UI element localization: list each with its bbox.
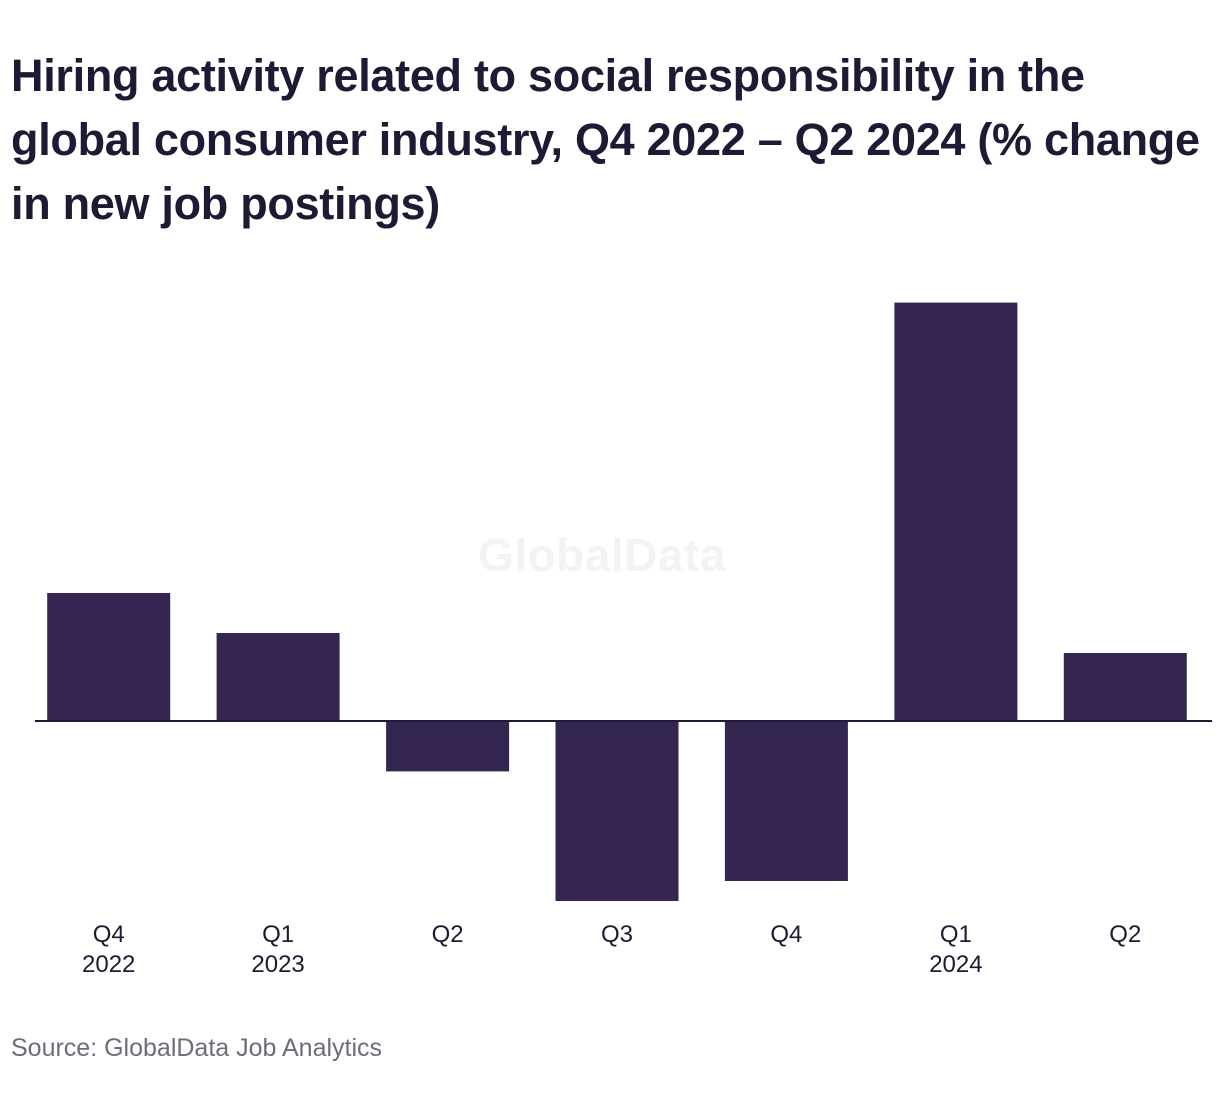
x-tick-label-quarter: Q2	[1109, 921, 1141, 948]
bar-0	[47, 593, 171, 721]
x-tick-label-quarter: Q1	[262, 921, 294, 948]
x-axis-labels: Q4 2022 Q1 2023 Q2 Q3 Q4 Q1 2024 Q2	[82, 921, 1141, 978]
x-tick-label-quarter: Q3	[601, 921, 633, 948]
bar-2	[386, 721, 510, 772]
x-tick-label-quarter: Q1	[940, 921, 972, 948]
bar-4	[724, 721, 848, 881]
source-note: Source: GlobalData Job Analytics	[11, 1034, 383, 1062]
x-tick-label-quarter: Q2	[432, 921, 464, 948]
bar-3	[555, 721, 679, 901]
bar-5	[894, 302, 1018, 721]
chart-title: Hiring activity related to social respon…	[11, 50, 1200, 229]
x-tick-label-year: 2024	[929, 951, 982, 978]
x-tick-label-quarter: Q4	[93, 921, 125, 948]
bar-1	[216, 633, 340, 721]
bar-6	[1063, 653, 1187, 721]
watermark-logo: GlobalData	[478, 529, 726, 581]
x-tick-label-year: 2022	[82, 951, 135, 978]
x-tick-label-quarter: Q4	[770, 921, 802, 948]
x-tick-label-year: 2023	[251, 951, 304, 978]
bars-group	[47, 302, 1187, 901]
